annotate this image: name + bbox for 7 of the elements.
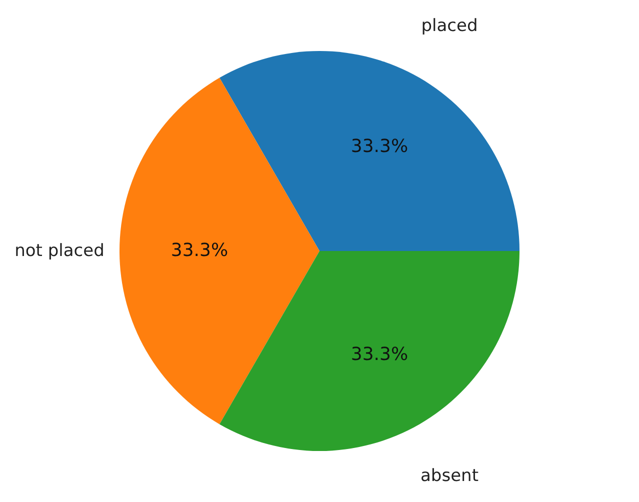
slice-label: placed (421, 16, 478, 36)
slice-label: not placed (14, 241, 104, 261)
pie-slice (120, 78, 320, 424)
data-label: 33.3% (350, 136, 408, 158)
data-label: 33.3% (170, 240, 228, 261)
data-label: 33.3% (350, 344, 408, 365)
slice-label: absent (420, 466, 479, 486)
